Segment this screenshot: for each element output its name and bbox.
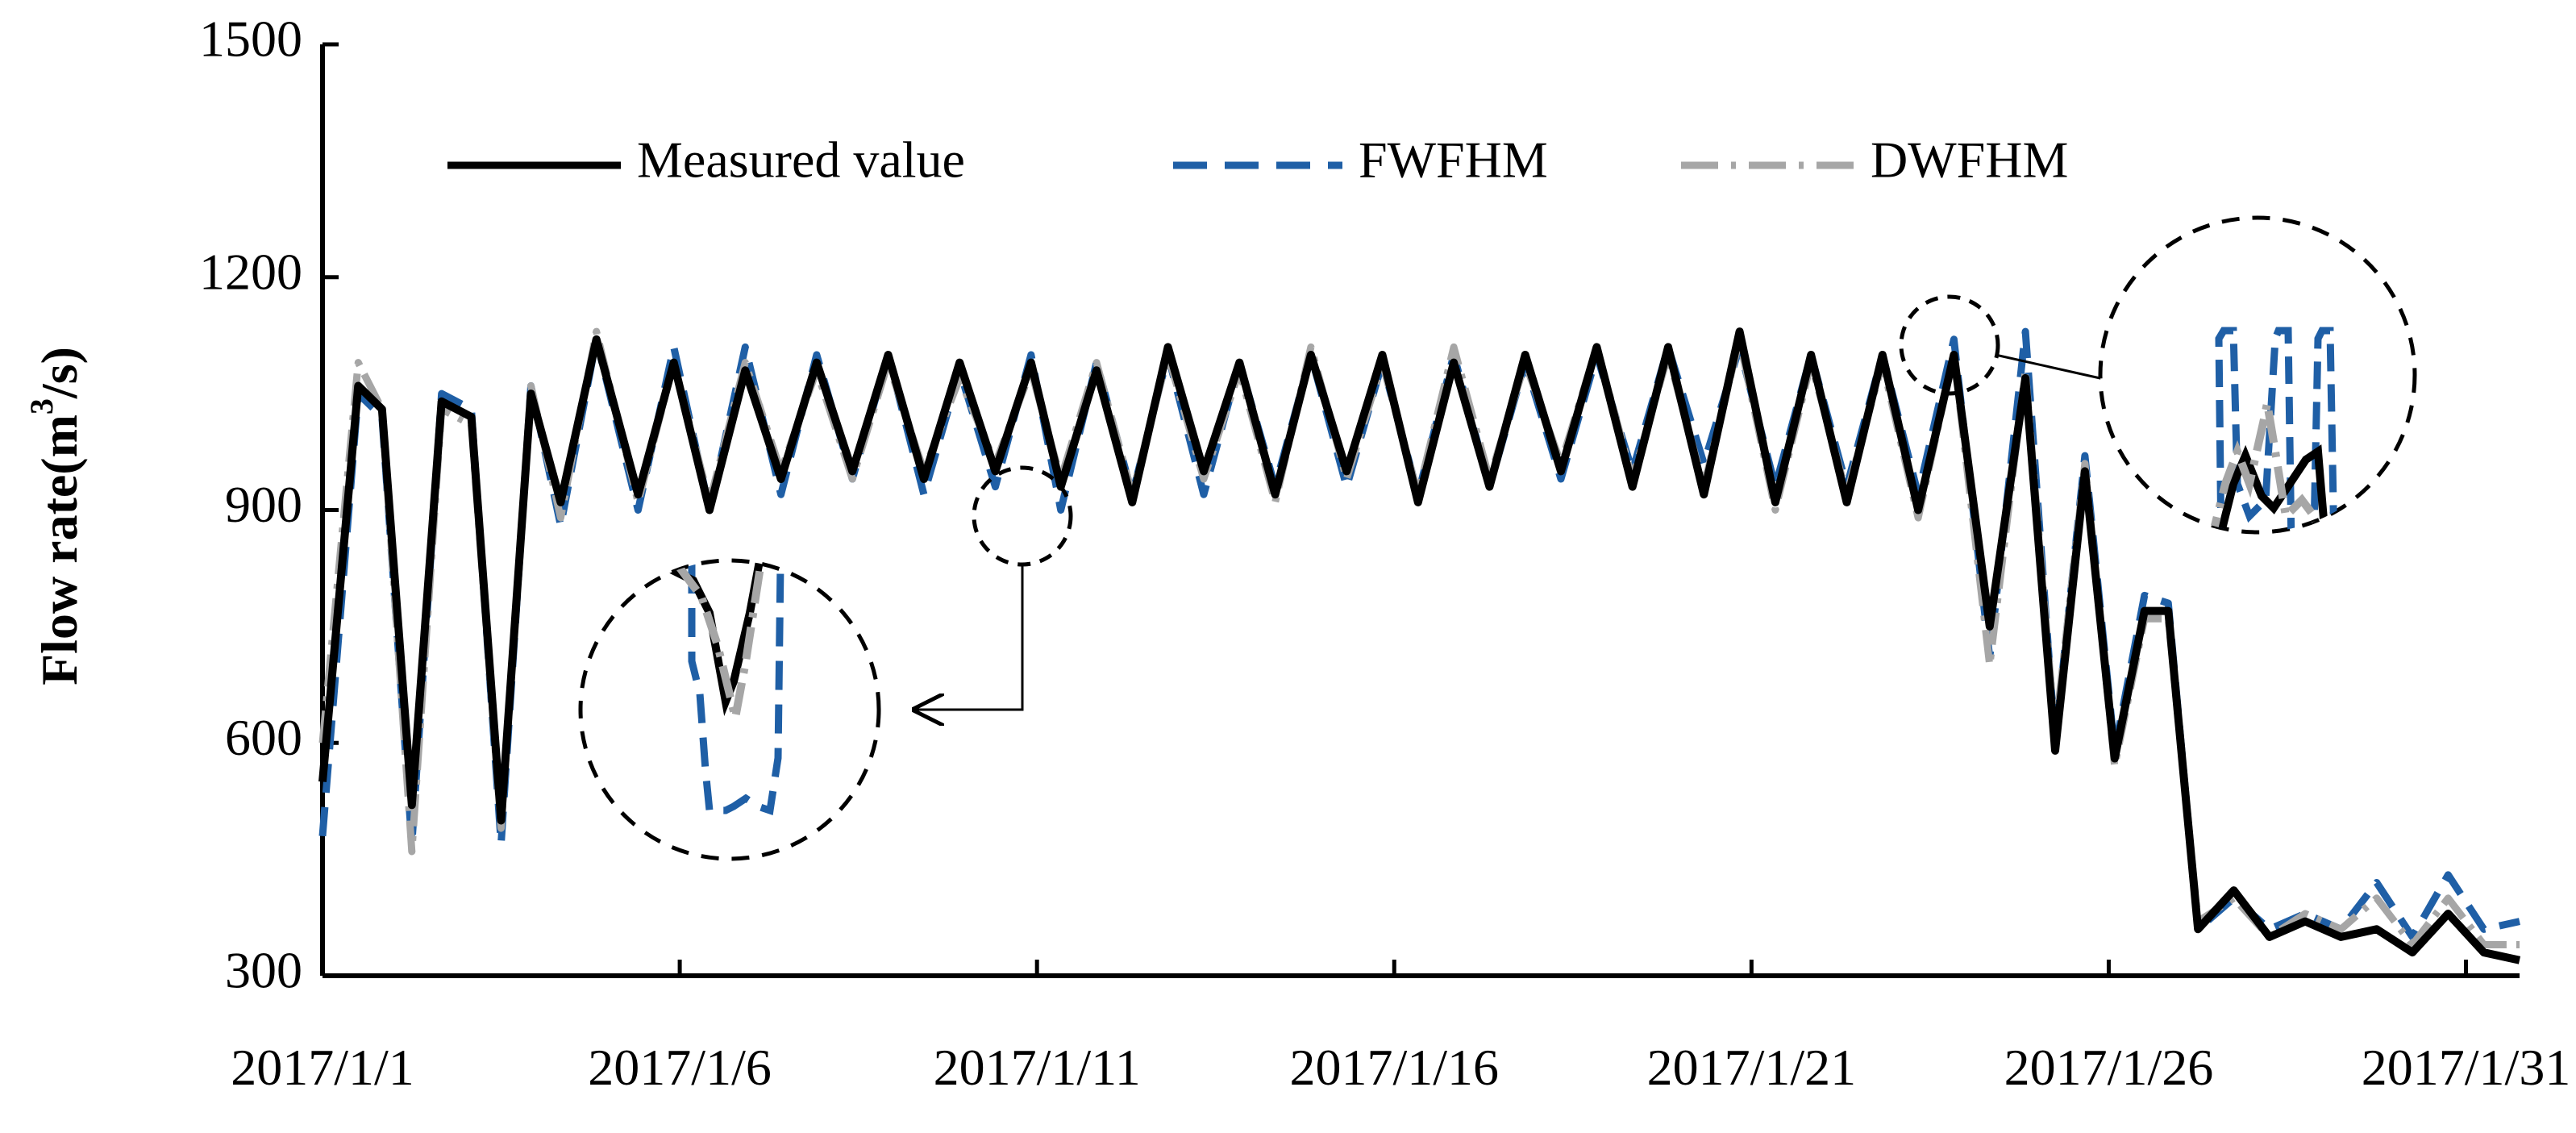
zoom2-measured-trace [2213, 444, 2330, 532]
y-tick-label: 600 [225, 709, 302, 766]
y-tick-label: 1200 [199, 243, 302, 300]
y-tick-label: 900 [225, 476, 302, 533]
x-axis-ticks: 2017/1/1 2017/1/6 2017/1/11 2017/1/16 2017/1… [231, 960, 2570, 1096]
zoom-lens-circle-2 [2098, 215, 2417, 535]
zoom-target-circle-2 [1899, 294, 2000, 396]
x-tick-label: 2017/1/1 [231, 1039, 414, 1096]
x-tick-label: 2017/1/26 [2004, 1039, 2214, 1096]
zoom2-dwfhm-trace [2205, 402, 2326, 532]
series-line-measured-value [318, 327, 2521, 964]
zoom1-dwfhm-trace [674, 560, 766, 719]
zoom2-fwfhm-trace [2215, 327, 2338, 532]
x-tick-label: 2017/1/6 [588, 1039, 772, 1096]
zoom-arrow-1 [915, 564, 1024, 710]
zoom-callout-2 [1899, 215, 2417, 535]
legend-item-measured: Measured value [447, 131, 965, 189]
zoom-callout-1 [578, 465, 1073, 861]
legend-label-measured: Measured value [637, 131, 965, 189]
legend-item-fwfhm: FWFHM [1173, 131, 1548, 189]
y-tick-label: 1500 [199, 10, 302, 68]
zoom1-fwfhm-trace [688, 564, 784, 815]
x-tick-label: 2017/1/31 [2362, 1039, 2571, 1096]
y-axis-ticks: 300 600 900 1200 1500 [199, 10, 339, 999]
legend-label-fwfhm: FWFHM [1359, 131, 1548, 189]
legend-label-dwfhm: DWFHM [1871, 131, 2068, 189]
y-tick-label: 300 [225, 942, 302, 999]
y-axis-title: Flow rate(m3/s) [23, 347, 88, 685]
legend: Measured value FWFHM DWFHM [447, 131, 2068, 189]
zoom-lens-content-2 [2205, 327, 2338, 532]
x-tick-label: 2017/1/21 [1647, 1039, 1857, 1096]
x-tick-label: 2017/1/16 [1289, 1039, 1499, 1096]
series-layer [318, 327, 2521, 964]
zoom-lens-content-1 [659, 560, 784, 815]
legend-item-dwfhm: DWFHM [1681, 131, 2068, 189]
x-tick-label: 2017/1/11 [934, 1039, 1141, 1096]
